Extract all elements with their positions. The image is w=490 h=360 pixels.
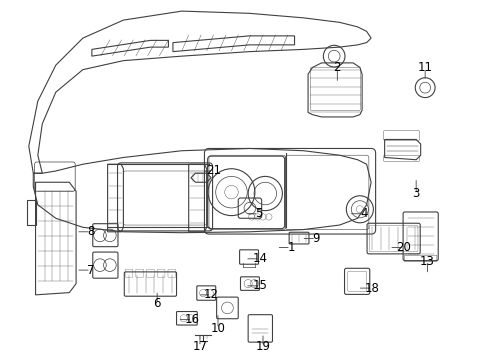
Text: 13: 13 bbox=[420, 255, 435, 267]
Text: 11: 11 bbox=[417, 61, 433, 74]
Text: 15: 15 bbox=[252, 279, 268, 292]
Text: 12: 12 bbox=[204, 288, 219, 301]
Text: 21: 21 bbox=[206, 165, 221, 177]
Text: 8: 8 bbox=[87, 225, 95, 238]
Text: 14: 14 bbox=[252, 252, 268, 265]
Text: 17: 17 bbox=[193, 340, 207, 353]
Text: 19: 19 bbox=[255, 340, 270, 353]
Text: 3: 3 bbox=[413, 187, 420, 200]
Text: 4: 4 bbox=[361, 207, 368, 220]
Text: 16: 16 bbox=[185, 313, 200, 326]
Text: 1: 1 bbox=[287, 241, 294, 254]
Text: 2: 2 bbox=[334, 61, 341, 74]
Text: 18: 18 bbox=[365, 282, 380, 294]
Text: 9: 9 bbox=[313, 232, 320, 245]
Text: 6: 6 bbox=[153, 297, 161, 310]
Text: 5: 5 bbox=[255, 207, 262, 220]
Text: 10: 10 bbox=[211, 322, 225, 335]
Text: 20: 20 bbox=[396, 241, 412, 254]
Text: 7: 7 bbox=[87, 264, 95, 276]
